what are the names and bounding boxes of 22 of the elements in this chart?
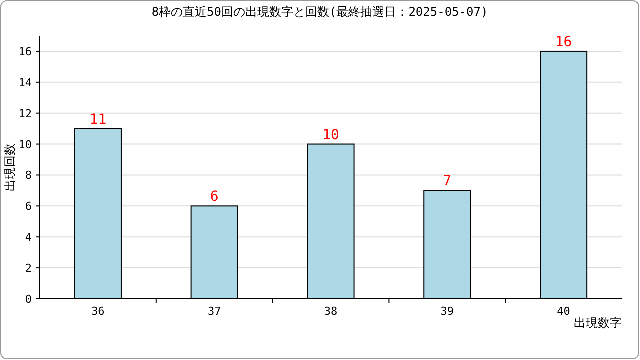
y-tick-label: 4 (25, 231, 32, 244)
x-tick-label: 36 (92, 305, 105, 318)
x-axis-title: 出現数字 (574, 316, 622, 330)
chart-title: 8枠の直近50回の出現数字と回数(最終抽選日：2025-05-07) (152, 5, 488, 19)
x-tick-label: 40 (557, 305, 570, 318)
data-label: 16 (555, 34, 572, 50)
y-tick-label: 14 (18, 76, 32, 90)
data-label: 11 (90, 112, 107, 128)
x-tick-label: 37 (208, 305, 222, 318)
y-tick-label: 6 (25, 200, 32, 214)
y-tick-label: 10 (18, 138, 32, 152)
y-axis-title: 出現回数 (3, 144, 17, 192)
y-tick-label: 12 (18, 107, 32, 120)
y-tick-label: 8 (25, 169, 32, 182)
data-label: 6 (210, 189, 219, 206)
y-tick-label: 16 (18, 45, 32, 58)
y-tick-label: 0 (25, 293, 32, 306)
data-label: 7 (443, 174, 452, 190)
data-label: 10 (322, 127, 340, 144)
x-tick-label: 39 (440, 305, 454, 318)
y-tick-label: 2 (25, 262, 32, 276)
x-tick-label: 38 (324, 305, 338, 318)
